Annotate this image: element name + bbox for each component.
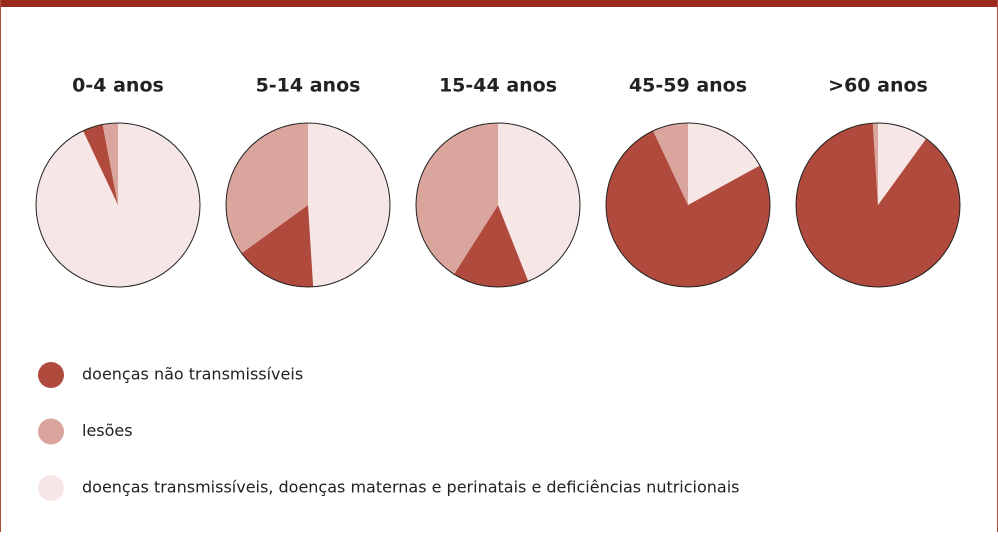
- pie-title: 45-59 anos: [629, 75, 747, 97]
- pie-slice: [498, 123, 580, 282]
- pie-outline: [605, 122, 771, 288]
- pie-outline: [415, 122, 581, 288]
- pie-slice: [102, 123, 118, 205]
- pie-slice: [415, 123, 498, 275]
- pie-title: 0-4 anos: [72, 75, 164, 97]
- pie-title: 15-44 anos: [439, 75, 557, 97]
- legend-label: lesões: [82, 421, 133, 440]
- pie-slice: [226, 123, 308, 254]
- legend-swatch: [38, 418, 64, 445]
- legend-swatch: [38, 362, 64, 388]
- pie-slice: [454, 205, 529, 287]
- pie-outline: [795, 122, 961, 288]
- pie-title: >60 anos: [828, 75, 928, 97]
- pie-slice: [653, 123, 688, 205]
- pie-slice: [795, 123, 960, 288]
- pie-outline: [35, 122, 201, 288]
- pie-outline: [225, 122, 391, 288]
- pie-slice: [83, 124, 118, 205]
- pie-slice: [308, 123, 390, 287]
- pie-slice: [241, 205, 314, 287]
- legend-label: doenças transmissíveis, doenças maternas…: [82, 478, 740, 497]
- pie-slice: [878, 123, 927, 205]
- pie-slice: [606, 130, 771, 287]
- pie-slice: [872, 123, 878, 205]
- top-border: [0, 0, 998, 7]
- legend-swatch: [38, 475, 64, 501]
- pie-slice: [35, 123, 201, 287]
- pie-title: 5-14 anos: [256, 75, 361, 97]
- legend-label: doenças não transmissíveis: [82, 365, 303, 384]
